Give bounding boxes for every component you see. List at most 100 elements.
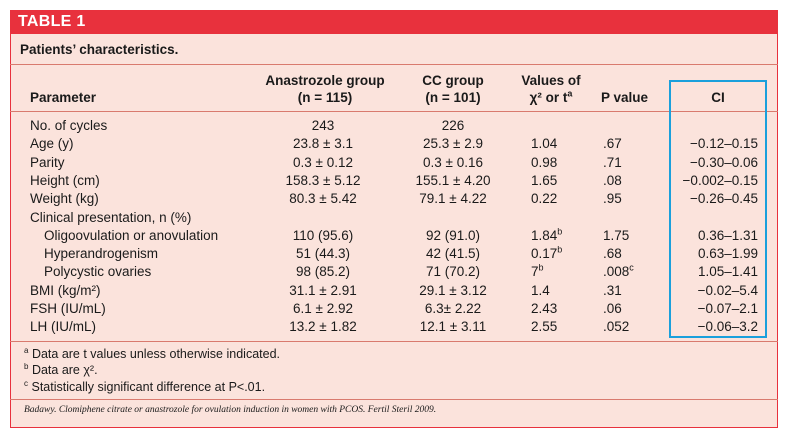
cell-cc: 0.3 ± 0.16 <box>423 154 483 170</box>
cell-anastrozole: 6.1 ± 2.92 <box>293 301 353 316</box>
cell-value: 1.84b <box>531 226 563 243</box>
cell-ci: −0.30–0.06 <box>690 154 758 170</box>
cell-anastrozole: 31.1 ± 2.91 <box>289 282 357 298</box>
cell-ci: 0.36–1.31 <box>697 227 758 243</box>
cell-cc: 226 <box>441 118 465 133</box>
cell-cc: 29.1 ± 3.12 <box>419 282 487 298</box>
table-row: No. of cycles 243 226 <box>0 117 788 135</box>
table-caption: Patients’ characteristics. <box>20 42 179 57</box>
cell-anastrozole: 0.3 ± 0.12 <box>293 154 353 170</box>
cell-parameter: No. of cycles <box>30 118 108 133</box>
cell-value: 0.98 <box>531 154 558 170</box>
cell-p-value: .08 <box>603 172 622 188</box>
cell-anastrozole: 158.3 ± 5.12 <box>285 172 361 188</box>
cell-anastrozole: 243 <box>311 118 335 133</box>
cell-ci: −0.02–5.4 <box>697 282 758 298</box>
cell-value: 0.22 <box>531 191 558 207</box>
header-values-line2: χ² or ta <box>529 88 573 105</box>
cell-anastrozole: 98 (85.2) <box>295 264 351 280</box>
header-ci: CI <box>711 90 725 105</box>
cell-parameter: Weight (kg) <box>30 191 99 207</box>
cell-parameter: Oligoovulation or anovulation <box>44 227 219 243</box>
cell-p-value: .71 <box>603 154 622 170</box>
cell-value: 1.4 <box>531 282 550 298</box>
cell-parameter: LH (IU/mL) <box>30 319 97 335</box>
header-anastrozole: Anastrozole group (n = 115) <box>250 72 400 106</box>
cell-cc: 12.1 ± 3.11 <box>419 319 487 335</box>
cell-ci: −0.12–0.15 <box>690 136 758 152</box>
header-p-value: P value <box>601 90 649 105</box>
cell-ci: 1.05–1.41 <box>697 264 758 280</box>
cell-ci: −0.002–0.15 <box>682 172 758 188</box>
cell-cc: 71 (70.2) <box>425 264 481 280</box>
cell-value: 2.43 <box>531 301 558 316</box>
cell-p-value: .06 <box>603 301 622 316</box>
table-row: Age (y) 23.8 ± 3.1 25.3 ± 2.9 1.04 .67 −0.12–… <box>0 135 788 153</box>
footnote-a: a Data are t values unless otherwise ind… <box>24 345 280 361</box>
cell-value: 2.55 <box>531 319 558 335</box>
header-cc-title: CC group <box>422 73 484 88</box>
cell-p-value: .68 <box>603 246 622 262</box>
cell-anastrozole: 51 (44.3) <box>295 246 351 262</box>
cell-value: 1.04 <box>531 136 558 152</box>
cell-cc: 92 (91.0) <box>425 227 481 243</box>
ci-column-highlight <box>669 80 767 338</box>
table-row: Polycystic ovaries 98 (85.2) 71 (70.2) 7b .0… <box>0 263 788 281</box>
header-cc-n: (n = 101) <box>425 90 481 105</box>
cell-value: 0.17b <box>531 244 563 262</box>
cell-p-value: .31 <box>603 282 622 298</box>
cell-anastrozole: 23.8 ± 3.1 <box>293 136 353 152</box>
table-row: FSH (IU/mL) 6.1 ± 2.92 6.3± 2.22 2.43 .06 −0.… <box>0 300 788 318</box>
cell-parameter: Clinical presentation, n (%) <box>30 209 192 225</box>
table-row: LH (IU/mL) 13.2 ± 1.82 12.1 ± 3.11 2.55 .052… <box>0 318 788 336</box>
footnote-b: b Data are χ². <box>24 361 98 377</box>
cell-ci: 0.63–1.99 <box>697 246 758 262</box>
table-row: BMI (kg/m²) 31.1 ± 2.91 29.1 ± 3.12 1.4 .31 −… <box>0 282 788 300</box>
cell-p-value: .95 <box>603 191 622 207</box>
table-row: Height (cm) 158.3 ± 5.12 155.1 ± 4.20 1.65.… <box>0 172 788 190</box>
cell-value: 7b <box>531 262 544 280</box>
cell-parameter: BMI (kg/m²) <box>30 282 101 298</box>
cell-p-value: .67 <box>603 136 622 152</box>
cell-parameter: Height (cm) <box>30 172 100 188</box>
table-label: TABLE 1 <box>10 10 778 34</box>
table-row: Parity 0.3 ± 0.12 0.3 ± 0.16 0.98 .71 −0.30–0… <box>0 154 788 172</box>
cell-ci: −0.07–2.1 <box>697 301 758 316</box>
cell-cc: 79.1 ± 4.22 <box>419 191 487 207</box>
table-row: Hyperandrogenism 51 (44.3) 42 (41.5) 0.17b.… <box>0 245 788 263</box>
cell-parameter: Age (y) <box>30 136 74 152</box>
header-values: Values of χ² or ta <box>508 72 594 106</box>
cell-ci: −0.26–0.45 <box>690 191 758 207</box>
divider-header <box>10 111 778 112</box>
cell-parameter: FSH (IU/mL) <box>30 301 106 316</box>
cell-p-value: .008c <box>603 262 634 280</box>
cell-parameter: Parity <box>30 154 65 170</box>
table-row: Weight (kg) 80.3 ± 5.42 79.1 ± 4.22 0.22 .95… <box>0 190 788 208</box>
divider-bottom <box>10 341 778 342</box>
cell-ci: −0.06–3.2 <box>697 319 758 335</box>
cell-cc: 25.3 ± 2.9 <box>423 136 483 152</box>
table-row: Oligoovulation or anovulation 110 (95.6) 9… <box>0 227 788 245</box>
table-row: Clinical presentation, n (%) <box>0 209 788 227</box>
cell-anastrozole: 13.2 ± 1.82 <box>289 319 357 335</box>
header-values-line1: Values of <box>521 73 581 88</box>
cell-value: 1.65 <box>531 172 558 188</box>
cell-cc: 42 (41.5) <box>425 246 481 262</box>
citation: Badawy. Clomiphene citrate or anastrozol… <box>24 405 437 415</box>
header-anastrozole-title: Anastrozole group <box>265 73 385 88</box>
cell-anastrozole: 80.3 ± 5.42 <box>289 191 357 207</box>
header-cc: CC group (n = 101) <box>405 72 501 106</box>
cell-p-value: .052 <box>603 319 630 335</box>
header-anastrozole-n: (n = 115) <box>297 90 353 105</box>
cell-cc: 155.1 ± 4.20 <box>415 172 491 188</box>
cell-p-value: 1.75 <box>603 227 630 243</box>
divider-top <box>10 64 778 65</box>
cell-parameter: Polycystic ovaries <box>44 264 152 280</box>
header-parameter: Parameter <box>30 90 97 105</box>
cell-anastrozole: 110 (95.6) <box>292 227 354 243</box>
cell-cc: 6.3± 2.22 <box>424 301 482 316</box>
table-panel <box>10 34 778 428</box>
cell-parameter: Hyperandrogenism <box>44 246 159 262</box>
divider-citation <box>10 399 778 400</box>
footnote-c: c Statistically significant difference a… <box>24 378 266 394</box>
